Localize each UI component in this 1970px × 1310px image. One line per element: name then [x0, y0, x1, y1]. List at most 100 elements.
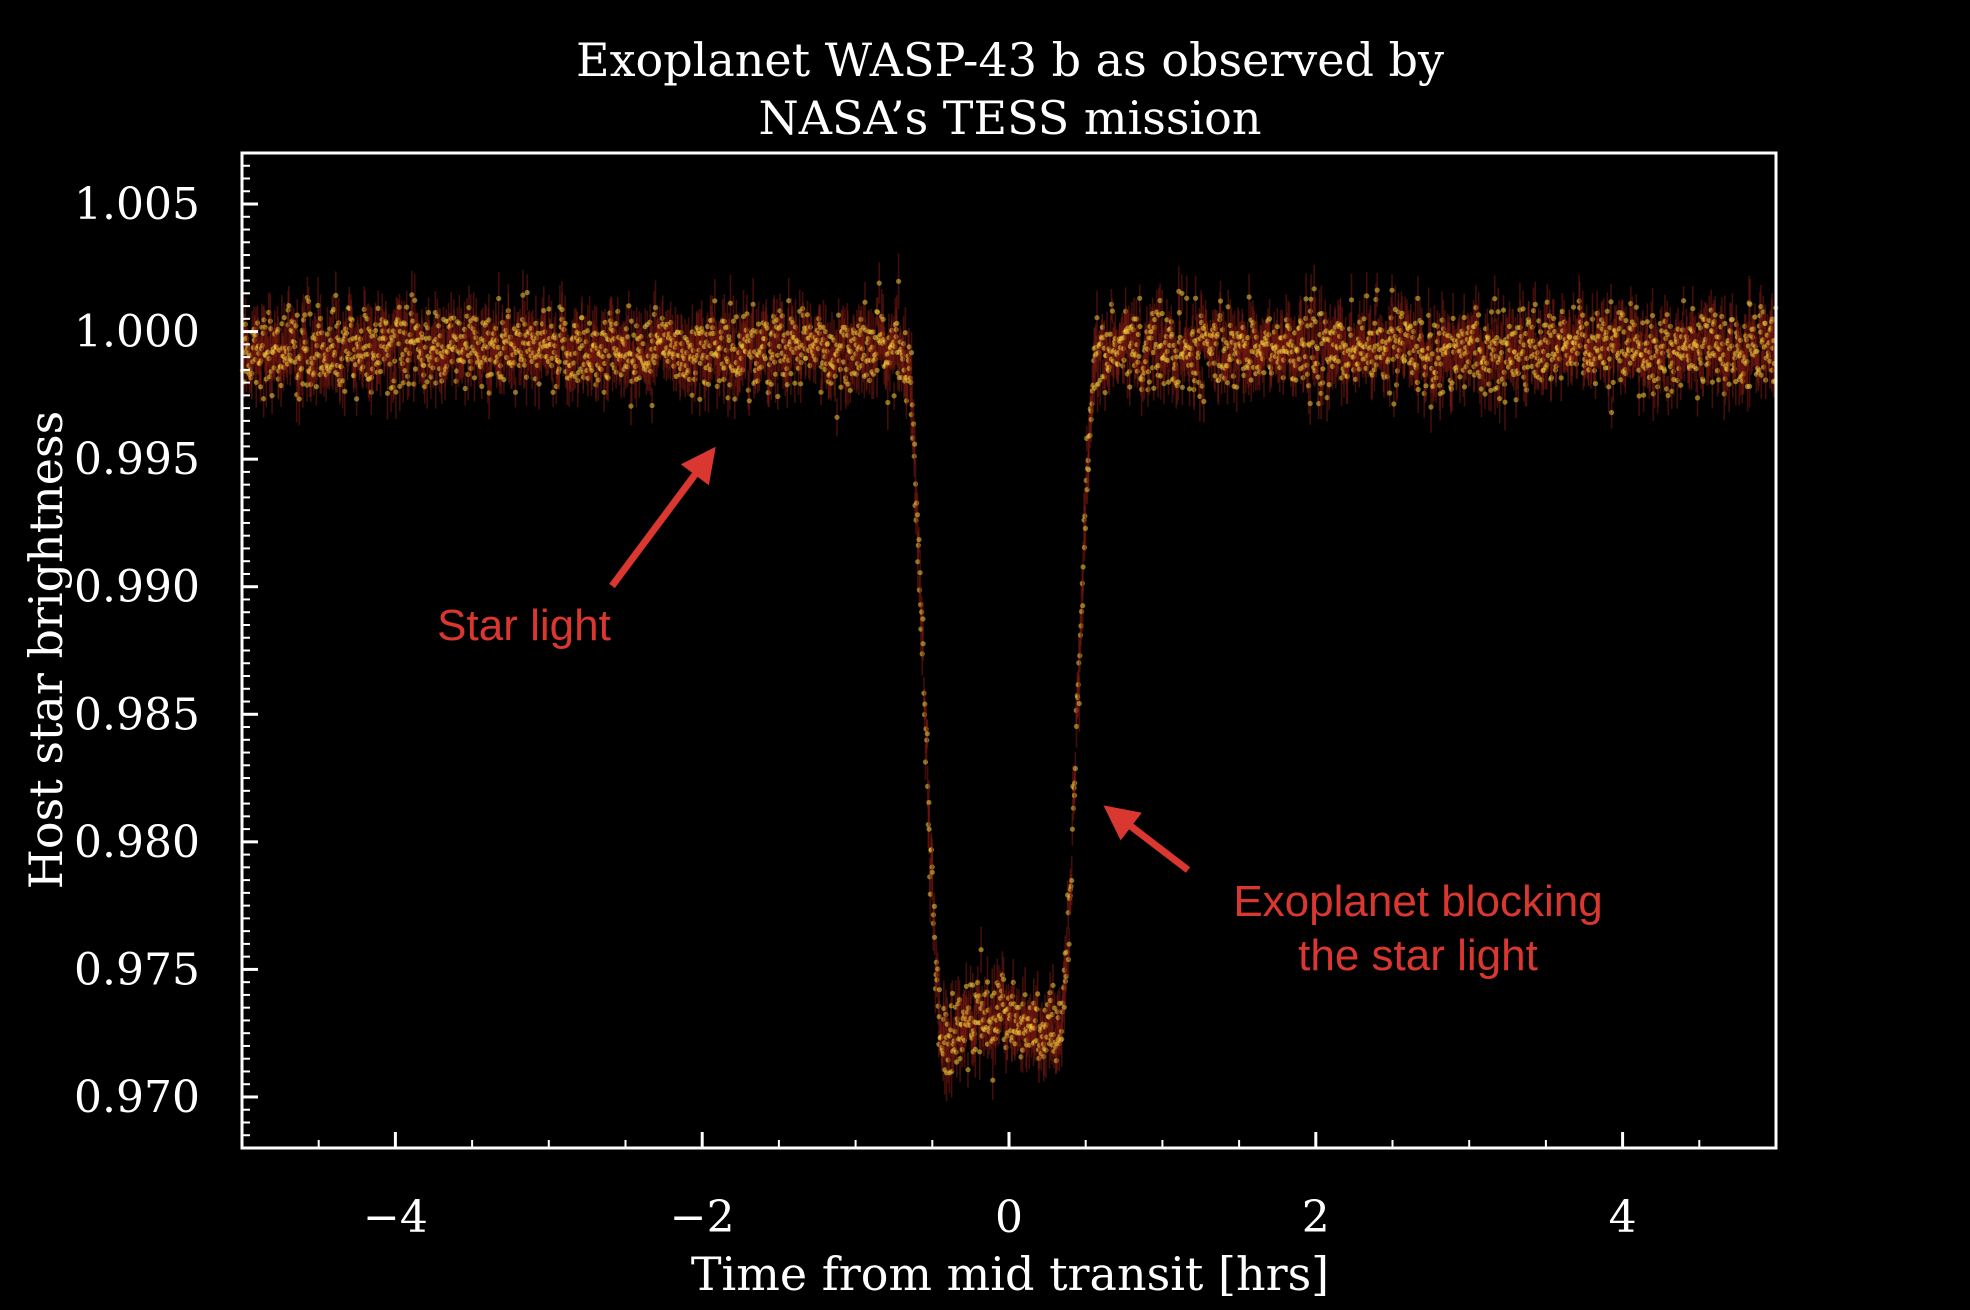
data-point [786, 298, 792, 304]
data-point [473, 316, 479, 322]
data-point [1097, 377, 1103, 383]
data-point [1155, 362, 1161, 369]
data-point [1201, 398, 1207, 404]
data-point [921, 690, 927, 696]
data-point [1082, 525, 1088, 532]
data-point [1080, 603, 1086, 609]
data-point [792, 380, 798, 386]
data-point [1179, 384, 1185, 390]
data-point [548, 323, 555, 329]
data-point [874, 367, 880, 373]
data-point [1502, 399, 1508, 405]
data-point [926, 799, 932, 806]
data-point [1436, 355, 1442, 361]
data-point [1467, 369, 1473, 375]
data-point [862, 299, 868, 305]
data-point [1109, 308, 1115, 314]
data-point [556, 359, 562, 365]
data-point [1184, 295, 1190, 301]
data-point [324, 331, 331, 337]
data-point [342, 388, 348, 394]
data-point [1080, 564, 1086, 570]
data-point [1076, 700, 1082, 707]
data-point [409, 292, 415, 298]
data-point [929, 869, 935, 875]
data-point [880, 316, 886, 322]
data-point [788, 371, 794, 377]
data-point [1495, 309, 1501, 315]
data-point [336, 337, 342, 343]
data-point [486, 390, 492, 396]
data-point [1108, 301, 1114, 307]
data-point [1357, 319, 1363, 325]
data-point [1364, 293, 1370, 299]
data-point [1315, 374, 1321, 380]
data-point [834, 414, 840, 420]
data-point [292, 359, 298, 365]
data-point [764, 325, 770, 331]
data-point [281, 315, 287, 321]
data-point [1488, 387, 1494, 393]
data-point [804, 312, 811, 318]
data-point [1308, 296, 1314, 302]
data-point [924, 731, 930, 737]
data-point [279, 321, 285, 327]
data-point [1193, 295, 1199, 301]
data-point [885, 399, 891, 406]
data-point [1335, 358, 1342, 364]
data-point [1457, 374, 1463, 380]
data-point [1137, 323, 1143, 330]
data-point [697, 396, 703, 402]
data-point [1402, 357, 1408, 364]
data-point [1043, 1047, 1049, 1053]
data-point [845, 381, 851, 387]
data-point [1414, 343, 1420, 349]
data-point [462, 385, 468, 392]
data-point [926, 826, 932, 832]
data-point [1414, 379, 1420, 385]
data-point [1348, 297, 1355, 303]
data-point [1179, 290, 1185, 296]
data-point [406, 381, 412, 387]
data-point [422, 384, 428, 390]
chart-title-line-2: NASA’s TESS mission [759, 91, 1262, 145]
data-point [803, 355, 809, 361]
data-point [1436, 330, 1442, 336]
data-point [1248, 377, 1254, 383]
data-point [384, 390, 391, 396]
data-point [1440, 389, 1446, 395]
data-point [649, 402, 655, 409]
data-point [705, 381, 712, 387]
data-point [1127, 384, 1133, 390]
data-point [733, 314, 739, 320]
data-point [920, 641, 926, 647]
data-point [954, 1059, 960, 1065]
data-point [352, 362, 359, 368]
data-point [343, 326, 349, 332]
data-point [520, 292, 526, 298]
data-point [1061, 1004, 1067, 1010]
data-point [1558, 375, 1564, 381]
data-point [1374, 287, 1380, 293]
data-point [286, 303, 292, 309]
data-point [587, 320, 593, 326]
data-point [1580, 312, 1586, 318]
data-point [1310, 339, 1316, 345]
data-point [1604, 308, 1610, 314]
data-point [931, 903, 938, 910]
data-point [358, 328, 364, 334]
data-point [746, 398, 752, 404]
data-point [1461, 384, 1468, 390]
data-point [333, 292, 339, 298]
data-point [1520, 306, 1526, 312]
data-point [1022, 992, 1028, 998]
data-point [991, 990, 998, 996]
data-point [488, 371, 494, 377]
data-point [1165, 379, 1172, 385]
data-point [775, 393, 781, 400]
data-point [1318, 310, 1324, 317]
data-point [916, 537, 922, 543]
data-point [626, 303, 632, 309]
data-point [1052, 1005, 1058, 1011]
data-point [732, 396, 738, 402]
